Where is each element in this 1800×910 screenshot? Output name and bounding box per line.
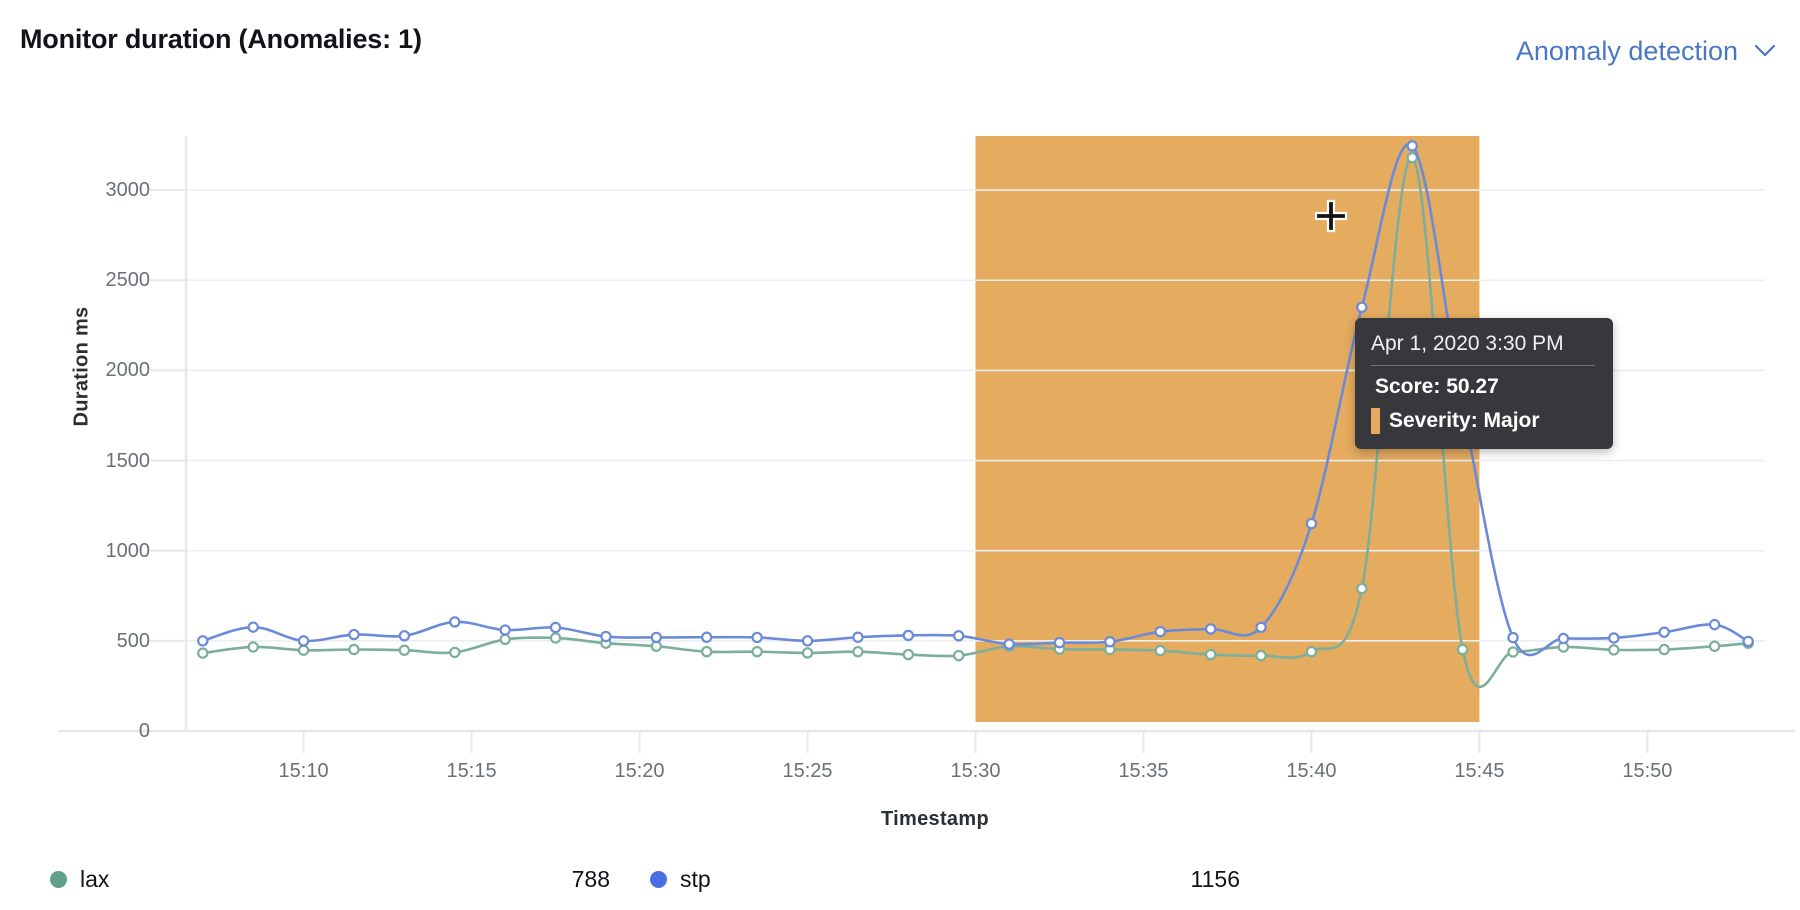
x-tick-label: 15:30 — [950, 760, 1001, 782]
data-point-stp[interactable] — [1003, 638, 1015, 650]
anomaly-tooltip: Apr 1, 2020 3:30 PM Score: 50.27 Severit… — [1355, 318, 1613, 449]
tooltip-timestamp: Apr 1, 2020 3:30 PM — [1371, 332, 1595, 366]
data-point-lax[interactable] — [852, 645, 864, 658]
legend-label: stp — [680, 866, 711, 892]
data-point-lax[interactable] — [449, 646, 461, 659]
data-point-stp[interactable] — [1305, 517, 1318, 530]
anomaly-detection-link[interactable]: Anomaly detection — [1516, 36, 1778, 67]
y-tick-label: 500 — [116, 629, 150, 652]
data-point-stp[interactable] — [751, 631, 763, 644]
data-point-stp[interactable] — [801, 635, 814, 647]
data-point-stp[interactable] — [1204, 623, 1217, 635]
data-point-stp[interactable] — [902, 629, 915, 642]
data-point-lax[interactable] — [1204, 648, 1217, 661]
severity-color-swatch — [1371, 408, 1380, 434]
data-point-stp[interactable] — [1104, 636, 1116, 648]
data-point-lax[interactable] — [1406, 151, 1418, 164]
data-point-stp[interactable] — [701, 631, 713, 643]
data-point-stp[interactable] — [1557, 632, 1570, 645]
x-tick-label: 15:35 — [1118, 760, 1169, 782]
data-point-lax[interactable] — [549, 632, 562, 644]
data-point-lax[interactable] — [751, 645, 763, 658]
legend-color-dot — [50, 871, 67, 888]
data-point-stp[interactable] — [1154, 625, 1166, 638]
y-tick-label: 2500 — [105, 269, 151, 292]
data-point-stp[interactable] — [1255, 621, 1267, 634]
data-point-stp[interactable] — [1708, 618, 1721, 631]
data-point-stp[interactable] — [499, 624, 511, 636]
data-point-lax[interactable] — [1255, 649, 1267, 662]
legend-value-stp: 1156 — [1190, 866, 1240, 892]
data-point-stp[interactable] — [1608, 632, 1620, 644]
data-point-stp[interactable] — [398, 630, 411, 642]
data-point-stp[interactable] — [1053, 636, 1066, 649]
x-tick-label: 15:15 — [446, 760, 497, 782]
data-point-stp[interactable] — [1406, 140, 1418, 152]
data-point-lax[interactable] — [1708, 640, 1721, 652]
legend-item-stp[interactable]: stp — [650, 866, 711, 893]
data-point-stp[interactable] — [297, 635, 310, 647]
chevron-down-icon — [1752, 37, 1778, 63]
data-point-stp[interactable] — [1356, 301, 1368, 313]
data-point-stp[interactable] — [449, 616, 461, 628]
legend-value-lax: 788 — [571, 866, 610, 892]
data-point-stp[interactable] — [197, 635, 209, 647]
x-tick-label: 15:10 — [278, 760, 329, 782]
series-line-stp[interactable] — [201, 143, 1750, 657]
data-point-lax[interactable] — [398, 644, 411, 656]
data-point-lax[interactable] — [1356, 582, 1368, 595]
tooltip-severity: Severity: Major — [1389, 409, 1540, 432]
data-point-lax[interactable] — [348, 643, 360, 656]
x-tick-label: 15:50 — [1622, 760, 1673, 782]
chart-legend: lax 788 stp 1156 — [20, 866, 1420, 906]
data-point-stp[interactable] — [1507, 631, 1519, 644]
data-point-lax[interactable] — [701, 645, 713, 658]
data-point-stp[interactable] — [953, 630, 965, 642]
data-point-lax[interactable] — [801, 647, 814, 659]
y-tick-label: 2000 — [105, 359, 151, 382]
page-title: Monitor duration (Anomalies: 1) — [20, 24, 422, 54]
data-point-stp[interactable] — [247, 621, 259, 633]
data-point-lax[interactable] — [499, 633, 511, 646]
y-tick-label: 3000 — [105, 179, 151, 202]
data-point-lax[interactable] — [297, 644, 310, 656]
data-point-stp[interactable] — [1658, 626, 1670, 638]
data-point-lax[interactable] — [953, 649, 965, 662]
data-point-stp[interactable] — [348, 628, 360, 641]
data-point-stp[interactable] — [549, 621, 562, 634]
data-point-lax[interactable] — [1608, 644, 1620, 656]
data-point-lax[interactable] — [1154, 644, 1166, 657]
tooltip-score-row: Score: 50.27 — [1371, 375, 1595, 399]
legend-color-dot — [650, 871, 667, 888]
y-tick-label: 1500 — [105, 449, 151, 472]
x-tick-label: 15:25 — [782, 760, 833, 782]
crosshair-cursor — [1313, 198, 1349, 234]
y-tick-label: 1000 — [105, 539, 151, 562]
data-point-lax[interactable] — [1456, 643, 1469, 656]
y-tick-label: 0 — [138, 720, 150, 742]
data-point-lax[interactable] — [1507, 646, 1519, 658]
data-point-stp[interactable] — [650, 631, 663, 644]
anomaly-detection-label: Anomaly detection — [1515, 36, 1738, 66]
x-tick-label: 15:20 — [614, 760, 665, 782]
data-point-stp[interactable] — [600, 630, 612, 643]
legend-item-lax[interactable]: lax — [50, 866, 109, 893]
data-point-lax[interactable] — [247, 641, 259, 653]
data-point-lax[interactable] — [1658, 643, 1670, 656]
x-tick-label: 15:45 — [1454, 760, 1505, 782]
tooltip-score: Score: 50.27 — [1375, 375, 1499, 398]
tooltip-severity-row: Severity: Major — [1371, 408, 1595, 434]
data-point-lax[interactable] — [197, 647, 209, 659]
x-tick-label: 15:40 — [1286, 760, 1337, 782]
data-point-lax[interactable] — [902, 648, 915, 661]
data-point-stp[interactable] — [852, 631, 864, 643]
data-point-lax[interactable] — [1305, 645, 1318, 658]
data-point-stp[interactable] — [1742, 635, 1754, 648]
legend-label: lax — [80, 866, 110, 892]
